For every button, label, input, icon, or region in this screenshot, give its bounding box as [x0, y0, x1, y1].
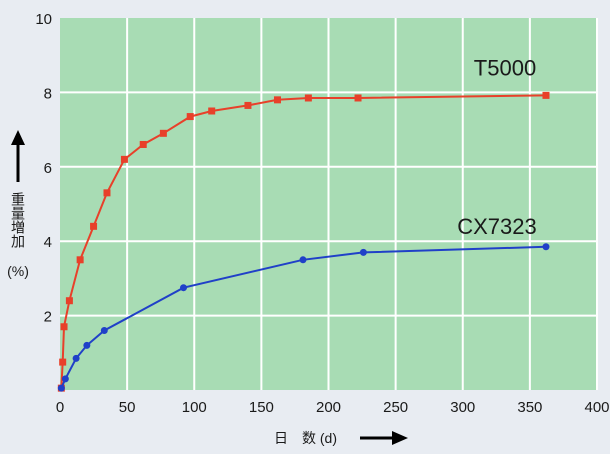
data-point: [244, 101, 252, 109]
data-point: [61, 375, 69, 383]
x-axis-label-group: 日 数 (d): [274, 430, 408, 446]
data-point: [139, 140, 147, 148]
x-axis-arrow-head: [392, 431, 408, 445]
y-axis-unit-label: (%): [7, 263, 29, 279]
series-T5000: [57, 91, 550, 392]
x-tick-label: 150: [249, 399, 274, 416]
grid: [60, 18, 598, 390]
data-point: [100, 326, 108, 334]
data-point: [542, 243, 550, 251]
data-point: [57, 384, 65, 392]
series-label-cx7323: CX7323: [457, 214, 537, 239]
data-point: [299, 256, 307, 264]
x-tick-label: 400: [584, 399, 609, 416]
data-point: [304, 94, 312, 102]
data-point: [120, 155, 128, 163]
data-point: [59, 358, 67, 366]
x-tick-labels: 0 50 100 150 200 250 300 350 400: [56, 399, 610, 416]
data-point: [103, 189, 111, 197]
y-tick-label: 8: [44, 85, 52, 102]
y-axis-arrow-head: [11, 130, 25, 145]
x-tick-label: 200: [316, 399, 341, 416]
data-point: [359, 248, 367, 256]
data-point: [60, 323, 68, 331]
x-tick-label: 0: [56, 399, 64, 416]
data-point: [542, 91, 550, 99]
x-tick-label: 300: [450, 399, 475, 416]
data-point: [72, 354, 80, 362]
x-tick-label: 50: [119, 399, 136, 416]
y-tick-label: 4: [44, 234, 52, 251]
data-point: [83, 341, 91, 349]
y-tick-label: 10: [35, 11, 52, 28]
data-point: [65, 297, 73, 305]
data-point: [186, 113, 194, 121]
x-axis-label: 日 数 (d): [274, 430, 337, 446]
series-label-t5000: T5000: [474, 56, 536, 81]
data-point: [354, 94, 362, 102]
x-tick-label: 350: [517, 399, 542, 416]
x-tick-label: 250: [383, 399, 408, 416]
y-axis-label-group: 重量増加 (%): [7, 130, 29, 279]
data-point: [76, 256, 84, 264]
series-layer: [57, 91, 550, 392]
y-tick-label: 2: [44, 309, 52, 326]
y-tick-label: 6: [44, 160, 52, 177]
data-point: [273, 96, 281, 104]
y-tick-labels: 2 4 6 8 10: [35, 11, 52, 326]
data-point: [180, 284, 188, 292]
y-axis-label: 重量増加: [10, 192, 26, 249]
series-labels: T5000 CX7323: [457, 56, 537, 239]
data-point: [208, 107, 216, 115]
data-point: [159, 129, 167, 137]
data-point: [90, 222, 98, 230]
series-CX7323: [57, 243, 550, 392]
x-tick-label: 100: [182, 399, 207, 416]
